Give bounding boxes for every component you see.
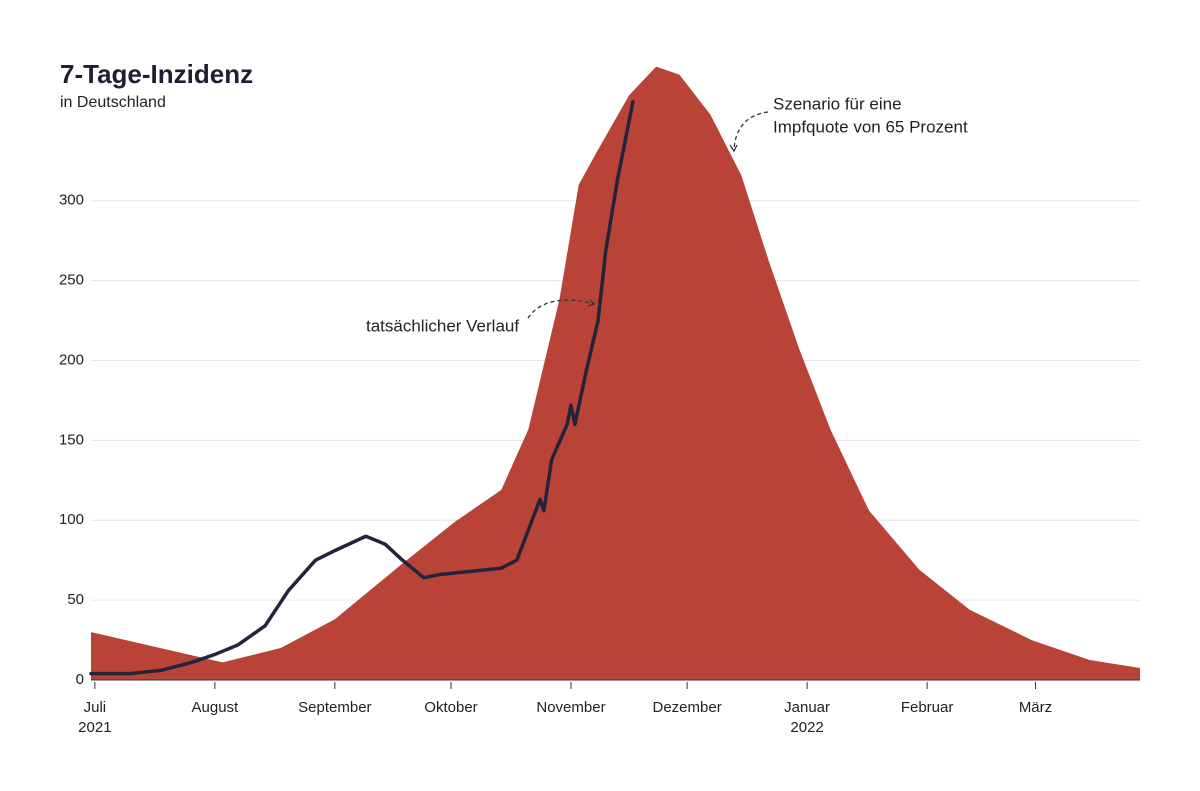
x-tick-label: Februar	[901, 699, 954, 716]
annotation-arrow	[733, 111, 769, 151]
y-tick-label: 0	[76, 671, 84, 688]
annotation: Impfquote von 65 Prozent	[773, 117, 968, 136]
marks	[89, 66, 1140, 681]
x-tick-label: März	[1019, 699, 1052, 716]
x-tick-label: August	[192, 699, 240, 716]
x-tick-label: Januar	[784, 699, 830, 716]
x-tick-label: Dezember	[653, 699, 722, 716]
actual-line	[89, 99, 635, 676]
year-label: 2021	[78, 719, 111, 736]
annotation-arrowhead	[729, 144, 738, 153]
annotation: tatsächlicher Verlauf	[366, 316, 519, 335]
y-tick-label: 200	[59, 351, 84, 368]
annotation: Szenario für eine	[773, 94, 902, 113]
y-tick-label: 150	[59, 431, 84, 448]
x-tick-label: September	[298, 699, 371, 716]
chart-title: 7-Tage-Inzidenz	[60, 59, 253, 89]
x-tick-label: November	[536, 699, 605, 716]
annotation-arrowhead	[587, 299, 596, 307]
axes: 0 50 100 150 200 250 300 Juli August September Okt…	[59, 192, 1140, 736]
annotation-arrow	[527, 299, 595, 319]
chart-subtitle: in Deutschland	[60, 94, 166, 111]
scenario-area	[91, 66, 1140, 681]
y-tick-label: 100	[59, 511, 84, 528]
year-label: 2022	[790, 719, 823, 736]
y-tick-label: 250	[59, 272, 84, 289]
x-tick-label: Juli	[84, 699, 107, 716]
y-tick-label: 50	[67, 591, 84, 608]
x-tick-label: Oktober	[424, 699, 477, 716]
y-tick-label: 300	[59, 192, 84, 209]
